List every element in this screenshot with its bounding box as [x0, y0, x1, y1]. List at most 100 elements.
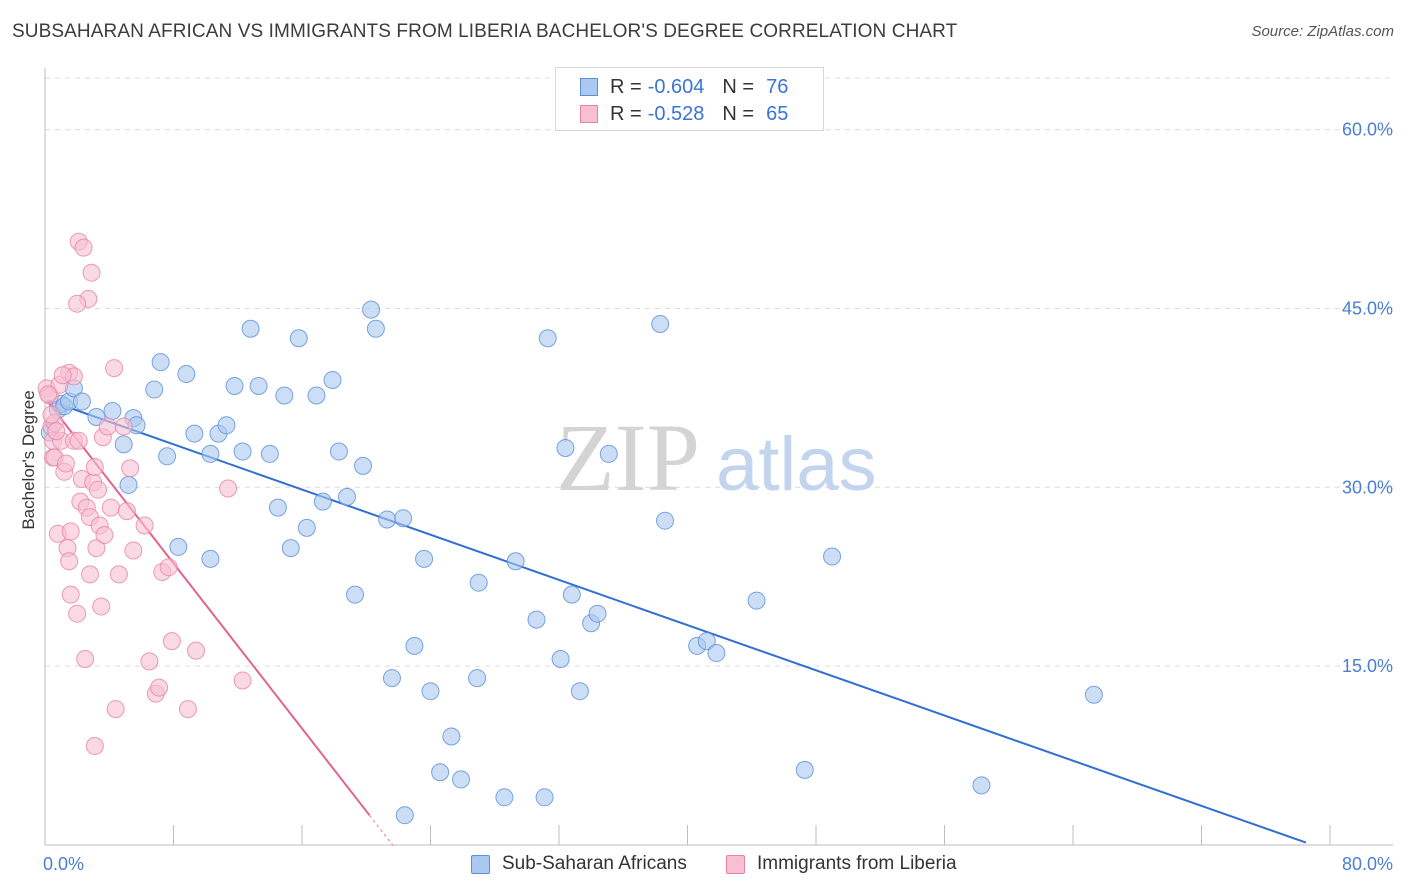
blue-point — [570, 682, 589, 701]
blue-point — [354, 456, 373, 475]
chart-title: SUBSAHARAN AFRICAN VS IMMIGRANTS FROM LI… — [12, 21, 958, 42]
pink-point — [140, 652, 159, 671]
blue-point — [268, 498, 287, 517]
blue-point — [442, 727, 461, 746]
blue-point — [337, 487, 356, 506]
pink-point — [89, 480, 108, 499]
pink-point — [233, 671, 252, 690]
pink-point — [74, 238, 93, 257]
pink-point — [159, 558, 178, 577]
blue-point — [588, 604, 607, 623]
blue-point — [431, 763, 450, 782]
blue-point — [469, 573, 488, 592]
blue-point — [201, 444, 220, 463]
legend-label: Sub-Saharan Africans — [502, 853, 687, 874]
blue-point — [823, 547, 842, 566]
pink-point — [56, 454, 75, 473]
blue-point — [169, 537, 188, 556]
gridlines — [45, 77, 1393, 667]
blue-point — [201, 549, 220, 568]
pink-point — [98, 417, 117, 436]
pink-point — [106, 700, 125, 719]
pink-point — [61, 522, 80, 541]
legend-item-sub-saharan[interactable]: Sub-Saharan Africans — [471, 852, 687, 876]
pink-point — [82, 263, 101, 282]
r-value: -0.528 — [647, 102, 705, 125]
pink-point — [39, 385, 58, 404]
pink-point — [76, 650, 95, 668]
blue-point — [651, 314, 670, 333]
pink-swatch — [580, 105, 598, 123]
blue-point — [329, 442, 348, 461]
blue-swatch — [580, 78, 598, 96]
blue-point — [382, 669, 401, 688]
trend-line-pink-extension — [368, 814, 395, 847]
pink-point — [162, 632, 181, 651]
r-label: R = — [610, 102, 642, 125]
pink-point — [87, 539, 106, 558]
stats-legend: R = -0.604 N = 76 R = -0.528 N = 65 — [555, 67, 824, 131]
trend-line-blue — [47, 399, 1307, 844]
blue-point — [281, 539, 300, 558]
blue-point — [468, 669, 487, 688]
pink-point — [85, 737, 104, 756]
pink-point — [95, 526, 114, 544]
blue-point — [114, 435, 133, 454]
pink-point — [186, 641, 205, 660]
blue-point — [307, 386, 326, 405]
pink-point — [150, 678, 169, 697]
blue-point — [538, 329, 557, 348]
blue-point — [405, 636, 424, 655]
pink-point — [69, 431, 88, 450]
blue-point — [275, 386, 294, 405]
source-credit: Source: ZipAtlas.com — [1251, 23, 1394, 40]
blue-point — [378, 510, 397, 529]
blue-point — [158, 447, 177, 466]
blue-point — [103, 402, 122, 420]
tick-labels: 15.0% 30.0% 45.0% 60.0% 0.0% 80.0% — [43, 120, 1393, 874]
pink-point — [53, 366, 72, 385]
pink-point — [61, 585, 80, 604]
pink-point — [117, 502, 136, 521]
n-value: 65 — [766, 102, 789, 125]
stats-row-pink: R = -0.528 N = 65 — [580, 102, 788, 126]
pink-point — [135, 516, 154, 535]
blue-point — [145, 380, 164, 399]
pink-point — [124, 541, 143, 560]
r-value: -0.604 — [647, 75, 705, 98]
blue-point — [362, 300, 381, 319]
n-label: N = — [722, 75, 755, 98]
blue-point — [323, 371, 342, 389]
x-tick-label: 80.0% — [1342, 854, 1393, 874]
y-tick-label: 30.0% — [1342, 477, 1393, 497]
watermark: ZIP atlas — [556, 404, 877, 511]
blue-point — [1084, 685, 1103, 704]
blue-point — [562, 585, 581, 604]
blue-point — [225, 376, 244, 395]
pink-point — [121, 459, 140, 478]
pink-point — [101, 498, 120, 517]
y-tick-label: 15.0% — [1342, 656, 1393, 676]
y-axis-label: Bachelor's Degree — [19, 390, 38, 529]
blue-point — [249, 376, 268, 395]
blue-point — [260, 444, 279, 463]
blue-point — [656, 511, 675, 530]
pink-point — [178, 700, 197, 719]
blue-point — [217, 416, 236, 435]
pink-point — [68, 604, 87, 623]
blue-point — [185, 424, 204, 443]
data-points — [37, 232, 1103, 825]
r-label: R = — [610, 75, 642, 98]
blue-point — [297, 518, 316, 537]
blue-point — [707, 644, 726, 663]
blue-swatch — [471, 854, 490, 874]
blue-point — [119, 475, 138, 494]
blue-point — [697, 632, 716, 651]
legend-item-liberia[interactable]: Immigrants from Liberia — [726, 852, 957, 876]
watermark-zip: ZIP — [556, 404, 700, 511]
pink-point — [80, 565, 99, 584]
blue-point — [72, 392, 91, 411]
y-tick-label: 45.0% — [1342, 298, 1393, 318]
blue-point — [506, 552, 525, 571]
